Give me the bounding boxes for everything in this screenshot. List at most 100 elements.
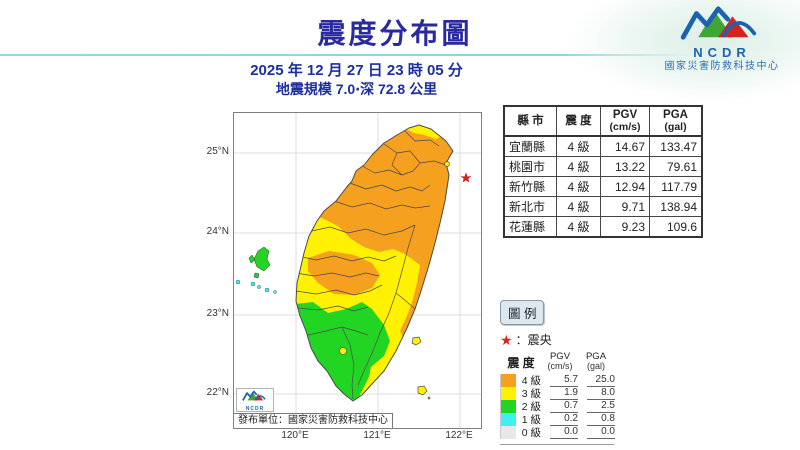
column-header-pgv: PGV (cm/s) [600,105,650,137]
pgv-unit: (cm/s) [609,121,641,133]
table-row: 花蓮縣 4 級 9.23 109.6 [503,216,703,238]
region-intensity-3-north-coast [406,125,444,139]
table-cell: 138.94 [649,196,703,217]
orchid-island [417,385,428,396]
legend-pgv-unit: (cm/s) [547,360,573,371]
pga-threshold-value: 0.8 [587,413,615,426]
y-tick-25n: 25°N [206,146,229,157]
penghu-islands-intensity-2 [248,246,271,279]
region-intensity-2-south [296,302,390,401]
region-intensity-3-spot-south [339,347,347,355]
page-title: 震度分布圖 [317,18,473,49]
table-cell: 宜蘭縣 [503,135,557,157]
table-cell: 新北市 [503,196,557,217]
legend-level-row: 3 級 1.9 8.0 [500,387,620,400]
table-cell: 9.71 [600,196,650,217]
legend-header-pga: PGA (gal) [578,352,614,371]
table-row: 桃園市 4 級 13.22 79.61 [503,156,703,177]
legend-header-intensity: 震 度 [507,356,535,370]
taiwan-intensity-map-svg [234,113,481,428]
legend-level-row: 4 級 5.7 25.0 [500,374,620,387]
table-cell: 117.79 [649,176,703,197]
intensity-swatch [500,413,516,426]
legend-header-pgv: PGV (cm/s) [542,352,578,371]
pgv-threshold-value: 0.7 [550,400,578,413]
epicenter-star-legend-icon: ★ [500,331,513,348]
table-cell: 新竹縣 [503,176,557,197]
intensity-swatch [500,400,516,413]
intensity-level-label: 4 級 [521,375,541,387]
pga-threshold-value: 2.5 [587,400,615,413]
legend-pga-unit: (gal) [586,360,605,371]
intensity-level-label: 0 級 [521,427,541,439]
event-info: 2025 年 12 月 27 日 23 時 05 分 地震規模 7.0‧深 72… [193,61,520,98]
pga-label: PGA [663,109,688,121]
ncdr-acronym: NCDR [693,45,751,60]
x-tick-120e: 120°E [281,430,309,441]
legend-pga-label: PGA [585,351,607,362]
intensity-swatch [500,374,516,387]
table-cell: 4 級 [556,196,601,217]
column-header-pga: PGA (gal) [649,105,703,137]
legend: 圖 例 ★ ：震央 震 度 PGV (cm/s) PGA (gal) 4 級 5.… [500,300,620,450]
pga-unit: (gal) [664,121,687,133]
ncdr-logo: NCDR 國家災害防救科技中心 [656,5,788,72]
table-cell: 9.23 [600,216,650,238]
table-cell: 4 級 [556,216,601,238]
table-cell: 桃園市 [503,156,557,177]
map-ncdr-logo-mountains-icon [242,390,266,401]
epicenter-star-icon [460,172,472,183]
legend-levels: 4 級 5.7 25.0 3 級 1.9 8.0 2 級 0.7 2.5 1 級 0.2 0.8 0 級… [500,374,620,439]
table-row: 新竹縣 4 級 12.94 117.79 [503,176,703,197]
legend-level-row: 0 級 0.0 0.0 [500,426,620,439]
map-ncdr-logo: NCDR [236,388,274,412]
table-cell: 花蓮縣 [503,216,557,238]
legend-title: 圖 例 [500,300,545,325]
offshore-islets-intensity-1 [235,279,277,294]
publisher-label: 發布單位：國家災害防救科技中心 [234,413,393,428]
legend-header-row: 震 度 PGV (cm/s) PGA (gal) [500,352,620,371]
intensity-level-label: 1 級 [521,414,541,426]
pgv-threshold-value: 1.9 [550,387,578,400]
legend-pgv-label: PGV [549,351,571,362]
intensity-swatch [500,426,516,439]
table-cell: 109.6 [649,216,703,238]
pga-threshold-value: 8.0 [587,387,615,400]
table-cell: 14.67 [600,135,650,157]
station-table-header-row: 縣 市 震 度 PGV (cm/s) PGA (gal) [503,105,703,137]
logo-blue-swoosh-icon [721,21,757,38]
ncdr-logo-mountains-icon [680,6,757,40]
legend-level-row: 2 級 0.7 2.5 [500,400,620,413]
epicenter-label: ：震央 [515,333,552,347]
x-tick-121e: 121°E [363,430,391,441]
legend-divider [500,444,614,445]
column-header-city: 縣 市 [503,105,557,137]
column-header-intensity: 震 度 [556,105,601,137]
header-divider [0,54,694,56]
county-boundaries [296,129,447,400]
table-cell: 133.47 [649,135,703,157]
station-table-header: 縣 市 震 度 PGV (cm/s) PGA (gal) [503,105,703,137]
table-row: 新北市 4 級 9.71 138.94 [503,196,703,217]
pgv-threshold-value: 5.7 [550,374,578,387]
y-tick-23n: 23°N [206,308,229,319]
intensity-map: NCDR 發布單位：國家災害防救科技中心 [233,112,482,429]
table-cell: 4 級 [556,176,601,197]
station-table: 縣 市 震 度 PGV (cm/s) PGA (gal) 宜蘭縣 4 級 14.67… [503,105,703,238]
logo-blue-ridge-icon [680,6,731,40]
pga-threshold-value: 0.0 [587,426,615,439]
intensity-level-label: 2 級 [521,401,541,413]
region-intensity-4-central [308,251,380,295]
table-cell: 4 級 [556,156,601,177]
x-tick-122e: 122°E [445,430,473,441]
guishan-island [444,161,450,167]
intensity-level-label: 3 級 [521,388,541,400]
event-datetime: 2025 年 12 月 27 日 23 時 05 分 [250,62,463,79]
table-cell: 13.22 [600,156,650,177]
y-tick-24n: 24°N [206,226,229,237]
table-cell: 4 級 [556,135,601,157]
east-islands-intensity-3 [411,161,450,400]
legend-level-row: 1 級 0.2 0.8 [500,413,620,426]
table-cell: 12.94 [600,176,650,197]
